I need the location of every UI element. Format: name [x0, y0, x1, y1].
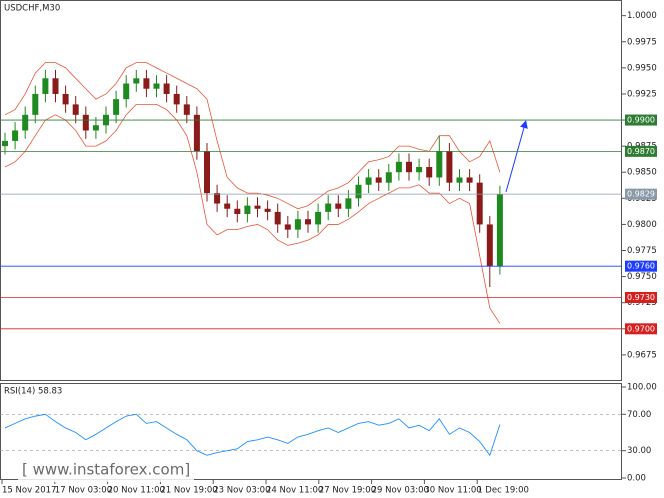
- x-tick-label: 21 Nov 19:00: [160, 486, 217, 496]
- candle-body: [153, 83, 160, 89]
- watermark-bg: [18, 458, 194, 482]
- y-tick-label: 0.9750: [627, 272, 657, 282]
- candle-body: [113, 99, 120, 115]
- x-tick-label: 15 Nov 2017: [2, 486, 56, 496]
- candle-body: [294, 219, 301, 230]
- level-box: [625, 188, 657, 200]
- candle-body: [264, 208, 271, 212]
- x-tick-label: 29 Nov 03:00: [372, 486, 429, 496]
- level-label: 0.9760: [627, 262, 655, 271]
- candle-body: [375, 177, 382, 183]
- candle-body: [82, 114, 89, 131]
- x-tick-label: 27 Nov 19:00: [319, 486, 376, 496]
- candle-body: [173, 93, 180, 105]
- candle-body: [12, 130, 19, 141]
- candle-body: [193, 114, 200, 152]
- chart-title: USDCHF,M30: [4, 4, 60, 14]
- candle-body: [496, 194, 503, 267]
- candle-body: [22, 114, 29, 131]
- y-tick-label: 0.9675: [627, 350, 657, 360]
- x-tick-label: 24 Nov 11:00: [266, 486, 323, 496]
- candle-body: [163, 83, 170, 94]
- x-tick-label: 1 Dec 19:00: [477, 486, 529, 496]
- watermark: [ www.instaforex.com]: [22, 461, 190, 479]
- candle-body: [436, 151, 443, 178]
- level-label: 0.9870: [627, 147, 655, 156]
- candle-body: [406, 161, 412, 173]
- candle-body: [92, 125, 99, 131]
- level-label: 0.9730: [627, 293, 655, 302]
- candle-body: [284, 224, 291, 230]
- y-tick-label: 0.9975: [627, 37, 657, 47]
- level-label: 0.9900: [627, 116, 655, 125]
- candle-body: [2, 140, 8, 147]
- y-tick-label: 0.9775: [627, 246, 657, 256]
- level-box: [625, 260, 657, 272]
- level-box: [625, 114, 657, 126]
- y-tick-label: 100.00: [627, 383, 657, 393]
- rsi-title: RSI(14) 58.83: [4, 387, 62, 397]
- candle-body: [204, 151, 210, 194]
- level-label: 0.9700: [627, 324, 655, 333]
- x-tick-label: 23 Nov 03:00: [213, 486, 270, 496]
- candle-body: [123, 83, 130, 100]
- candle-body: [133, 78, 140, 84]
- candle-body: [426, 167, 433, 178]
- candle-body: [315, 211, 322, 225]
- candle-body: [395, 161, 402, 173]
- candle-body: [42, 78, 49, 94]
- candle-body: [72, 104, 79, 115]
- y-tick-label: 0.9950: [627, 63, 657, 73]
- candle-body: [183, 104, 190, 115]
- candle-body: [32, 93, 39, 115]
- y-tick-label: 0.9850: [627, 168, 657, 178]
- candle-body: [234, 208, 241, 214]
- candle-body: [244, 205, 251, 214]
- y-tick-label: 1.0000: [627, 11, 657, 21]
- price-panel: [0, 0, 622, 381]
- band-lower: [4, 103, 501, 324]
- candle-body: [335, 203, 342, 209]
- x-tick-label: 20 Nov 11:00: [108, 486, 165, 496]
- y-tick-label: 30.00: [627, 446, 651, 456]
- candle-body: [305, 219, 311, 225]
- level-label: 0.9829: [627, 190, 655, 199]
- x-tick-label: 17 Nov 03:00: [55, 486, 112, 496]
- x-tick-label: 30 Nov 11:00: [424, 486, 481, 496]
- candle-body: [254, 205, 261, 209]
- candle-body: [62, 93, 69, 105]
- candle-body: [416, 167, 423, 173]
- rsi-line: [4, 413, 501, 457]
- candle-body: [466, 177, 473, 183]
- candle-body: [446, 151, 453, 183]
- candle-body: [224, 203, 231, 209]
- candle-body: [385, 172, 392, 183]
- candle-body: [345, 198, 352, 209]
- y-tick-label: 0.9800: [627, 220, 657, 230]
- y-tick-label: 0.00: [627, 474, 646, 484]
- level-box: [625, 145, 657, 157]
- candle-body: [456, 177, 463, 183]
- candle-body: [355, 184, 362, 199]
- forecast-arrow: [505, 120, 528, 193]
- candle-body: [274, 211, 281, 225]
- candle-body: [365, 177, 372, 185]
- candle-body: [486, 224, 493, 267]
- candle-body: [476, 182, 483, 225]
- band-upper: [4, 62, 501, 210]
- candle-body: [325, 203, 332, 212]
- y-tick-label: 0.9725: [627, 298, 657, 308]
- y-tick-label: 0.9925: [627, 89, 657, 99]
- rsi-panel: [0, 383, 622, 480]
- candle-body: [214, 193, 221, 204]
- candle-body: [143, 78, 150, 89]
- level-box: [625, 323, 657, 335]
- y-tick-label: 70.00: [627, 410, 651, 420]
- level-box: [625, 291, 657, 303]
- candle-body: [52, 78, 59, 94]
